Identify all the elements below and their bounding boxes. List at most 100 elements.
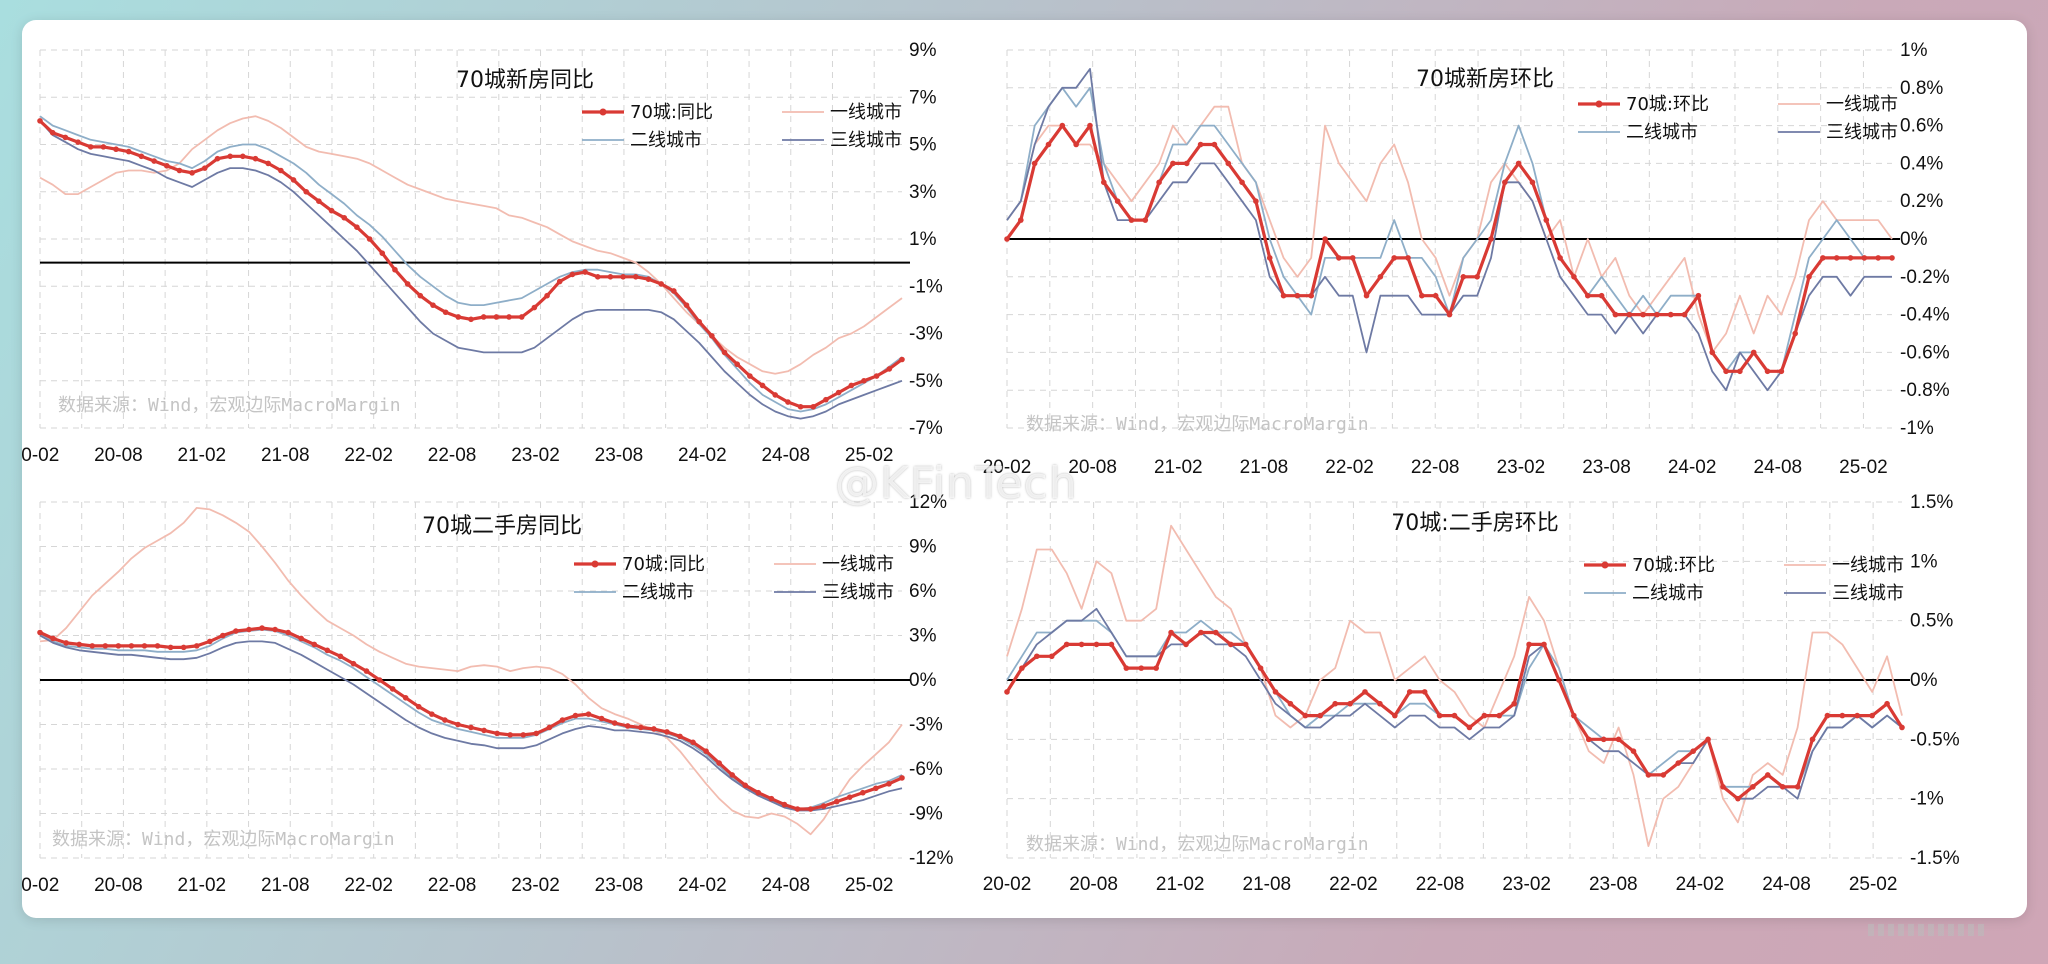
x-tick-label: 20-08 (94, 445, 143, 466)
y-tick-label: -0.8% (1900, 380, 1950, 401)
data-point (1294, 292, 1301, 299)
data-point (759, 382, 766, 389)
legend-label: 二线城市 (622, 582, 694, 603)
data-point (797, 403, 804, 410)
data-point (125, 148, 132, 155)
data-point (1820, 255, 1826, 261)
data-point (861, 377, 867, 384)
data-point (1183, 641, 1189, 648)
data-point (1556, 677, 1562, 683)
data-point (1087, 122, 1093, 129)
data-point (716, 760, 722, 766)
data-point (1681, 311, 1688, 318)
y-tick-label: 6% (909, 581, 937, 602)
data-point (1446, 311, 1453, 318)
data-point (1779, 784, 1786, 790)
data-point (480, 314, 487, 320)
data-point (115, 643, 122, 649)
series-line-三线城市 (39, 634, 903, 812)
data-point (1198, 629, 1204, 636)
data-point (1737, 368, 1743, 375)
data-point (298, 635, 305, 642)
data-point (1183, 160, 1190, 167)
data-point (62, 134, 69, 141)
data-point (176, 167, 183, 174)
data-point (494, 730, 500, 737)
data-point (141, 643, 148, 649)
data-point (1138, 665, 1145, 671)
data-point (324, 647, 331, 654)
data-point (1615, 736, 1622, 743)
data-point (1735, 795, 1741, 802)
y-tick-label: -0.2% (1900, 267, 1950, 288)
data-point (533, 730, 540, 737)
x-tick-label: 21-08 (1243, 874, 1292, 895)
corner-mark (1868, 924, 1988, 936)
x-tick-label: 24-08 (761, 875, 810, 896)
data-point (507, 732, 513, 738)
x-tick-label: 22-02 (1325, 457, 1374, 478)
x-tick-label: 23-08 (595, 875, 644, 896)
series-line-二线城市 (1006, 619, 1903, 788)
y-tick-label: -3% (909, 324, 943, 345)
data-point (1690, 748, 1696, 754)
charts-canvas: 9% 7% 5% 3% 1% -1% -3% -5% -7% 20-02 20-08 21-02 21-… (22, 40, 1960, 896)
data-point (1794, 784, 1801, 790)
data-point (810, 403, 817, 410)
data-point (1266, 255, 1273, 261)
data-point (1600, 736, 1607, 743)
data-point (350, 660, 357, 667)
data-point (1421, 689, 1428, 695)
data-point (1336, 255, 1342, 261)
data-point (89, 643, 96, 649)
data-point (376, 677, 383, 683)
data-point (1406, 689, 1413, 695)
data-point (807, 806, 814, 812)
data-point (75, 139, 81, 145)
data-point (1272, 689, 1279, 695)
data-point (1502, 179, 1508, 186)
legend-marker (1595, 100, 1603, 108)
x-tick-label: 21-08 (261, 875, 310, 896)
chart-title: 70城新房环比 (1416, 67, 1554, 92)
y-tick-label: 3% (909, 626, 937, 647)
data-point (607, 274, 614, 280)
data-point (1481, 712, 1488, 719)
data-point (417, 292, 424, 299)
series-line-二线城市 (39, 628, 903, 810)
data-point (785, 399, 791, 405)
data-point (518, 314, 525, 320)
y-tick-label: -6% (909, 759, 943, 780)
x-tick-label: 22-08 (428, 875, 477, 896)
data-point (632, 274, 639, 280)
x-tick-label: 25-02 (845, 875, 894, 896)
data-point (1142, 217, 1149, 223)
data-point (1332, 700, 1338, 707)
data-point (455, 721, 461, 728)
data-point (1654, 311, 1660, 318)
data-point (1695, 292, 1702, 299)
data-point (102, 643, 109, 649)
data-point (598, 715, 605, 722)
data-point (341, 214, 348, 221)
x-tick-label: 22-08 (428, 445, 477, 466)
data-point (1059, 122, 1066, 129)
legend-label: 70城:环比 (1626, 94, 1709, 115)
data-point (729, 772, 736, 778)
data-point (493, 314, 500, 320)
x-tick-label: 24-08 (761, 445, 810, 466)
data-point (1515, 160, 1522, 167)
x-tick-label: 20-08 (94, 875, 143, 896)
data-point (823, 396, 829, 403)
data-point (1004, 236, 1010, 242)
data-point (193, 643, 200, 649)
data-point (1302, 712, 1309, 719)
x-tick-label: 25-02 (1839, 457, 1888, 478)
data-point (1114, 198, 1121, 204)
data-point (1709, 349, 1716, 356)
data-point (546, 724, 553, 731)
data-point (468, 724, 474, 731)
y-tick-label: -0.4% (1900, 305, 1950, 326)
data-point (1128, 217, 1135, 223)
y-tick-label: 1% (909, 229, 937, 250)
